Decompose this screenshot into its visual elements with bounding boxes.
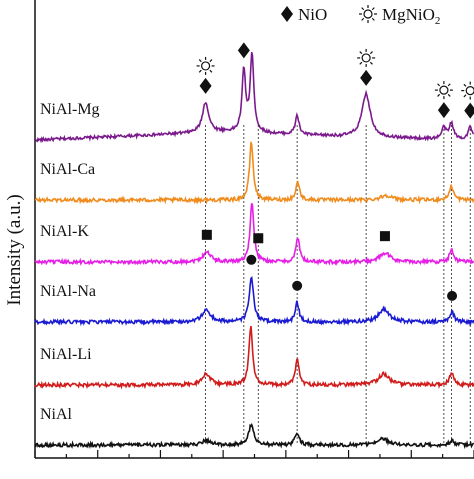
series-label-nial-ca: NiAl-Ca xyxy=(40,161,95,178)
series-label-nial: NiAl xyxy=(40,406,73,423)
phase-markers xyxy=(196,42,474,301)
plot-frame xyxy=(34,0,474,459)
nio-diamond-marker xyxy=(360,69,373,86)
mgnio2-sun-marker xyxy=(434,81,453,100)
square-marker xyxy=(253,233,264,244)
spectra xyxy=(34,52,474,450)
series-line-nial xyxy=(34,422,474,450)
series-line-nial-li xyxy=(34,325,474,390)
circle-marker xyxy=(246,254,257,265)
square-marker xyxy=(201,229,212,240)
series-label-nial-mg: NiAl-Mg xyxy=(40,101,100,118)
nio-diamond-marker xyxy=(281,6,293,22)
nio-diamond-marker xyxy=(437,102,450,119)
circle-marker xyxy=(292,280,303,291)
y-axis-label: Intensity (a.u.) xyxy=(4,194,25,305)
sample-labels: NiAl-Mg NiAl-Ca NiAl-K NiAl-Na NiAl-Li NiAl xyxy=(40,101,100,423)
series-line-nial-mg xyxy=(34,52,474,144)
series-line-nial-ca xyxy=(34,141,474,205)
circle-marker xyxy=(447,290,458,301)
mgnio2-sun-marker xyxy=(196,56,215,75)
mgnio2-sun-marker xyxy=(357,48,376,67)
legend-subscript: 2 xyxy=(435,15,441,27)
square-marker xyxy=(379,231,390,242)
series-label-nial-k: NiAl-K xyxy=(40,223,89,240)
nio-diamond-marker xyxy=(199,77,212,94)
series-line-nial-na xyxy=(34,276,474,327)
legend: NiO MgNiO2 xyxy=(281,5,440,27)
legend-label-mgnio2: MgNiO2 xyxy=(382,5,440,27)
reference-lines xyxy=(205,125,471,445)
nio-diamond-marker xyxy=(464,102,474,119)
series-label-nial-li: NiAl-Li xyxy=(40,346,92,363)
mgnio2-sun-marker xyxy=(359,5,377,23)
mgnio2-sun-marker xyxy=(461,81,474,100)
legend-label-nio: NiO xyxy=(298,5,327,24)
nio-diamond-marker xyxy=(237,42,250,59)
series-label-nial-na: NiAl-Na xyxy=(40,283,96,300)
